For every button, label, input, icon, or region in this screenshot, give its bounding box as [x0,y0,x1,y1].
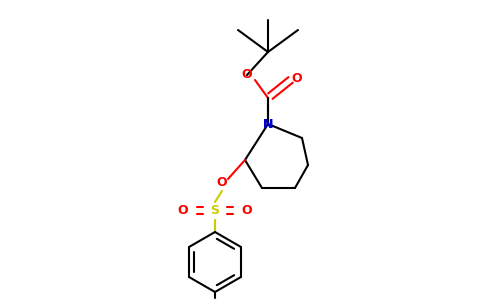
Text: O: O [178,203,188,217]
Text: O: O [242,203,252,217]
Text: N: N [263,118,273,131]
Text: S: S [211,203,220,217]
Text: O: O [217,176,227,190]
Text: O: O [292,71,302,85]
Text: N: N [263,118,273,130]
Text: O: O [242,68,252,82]
